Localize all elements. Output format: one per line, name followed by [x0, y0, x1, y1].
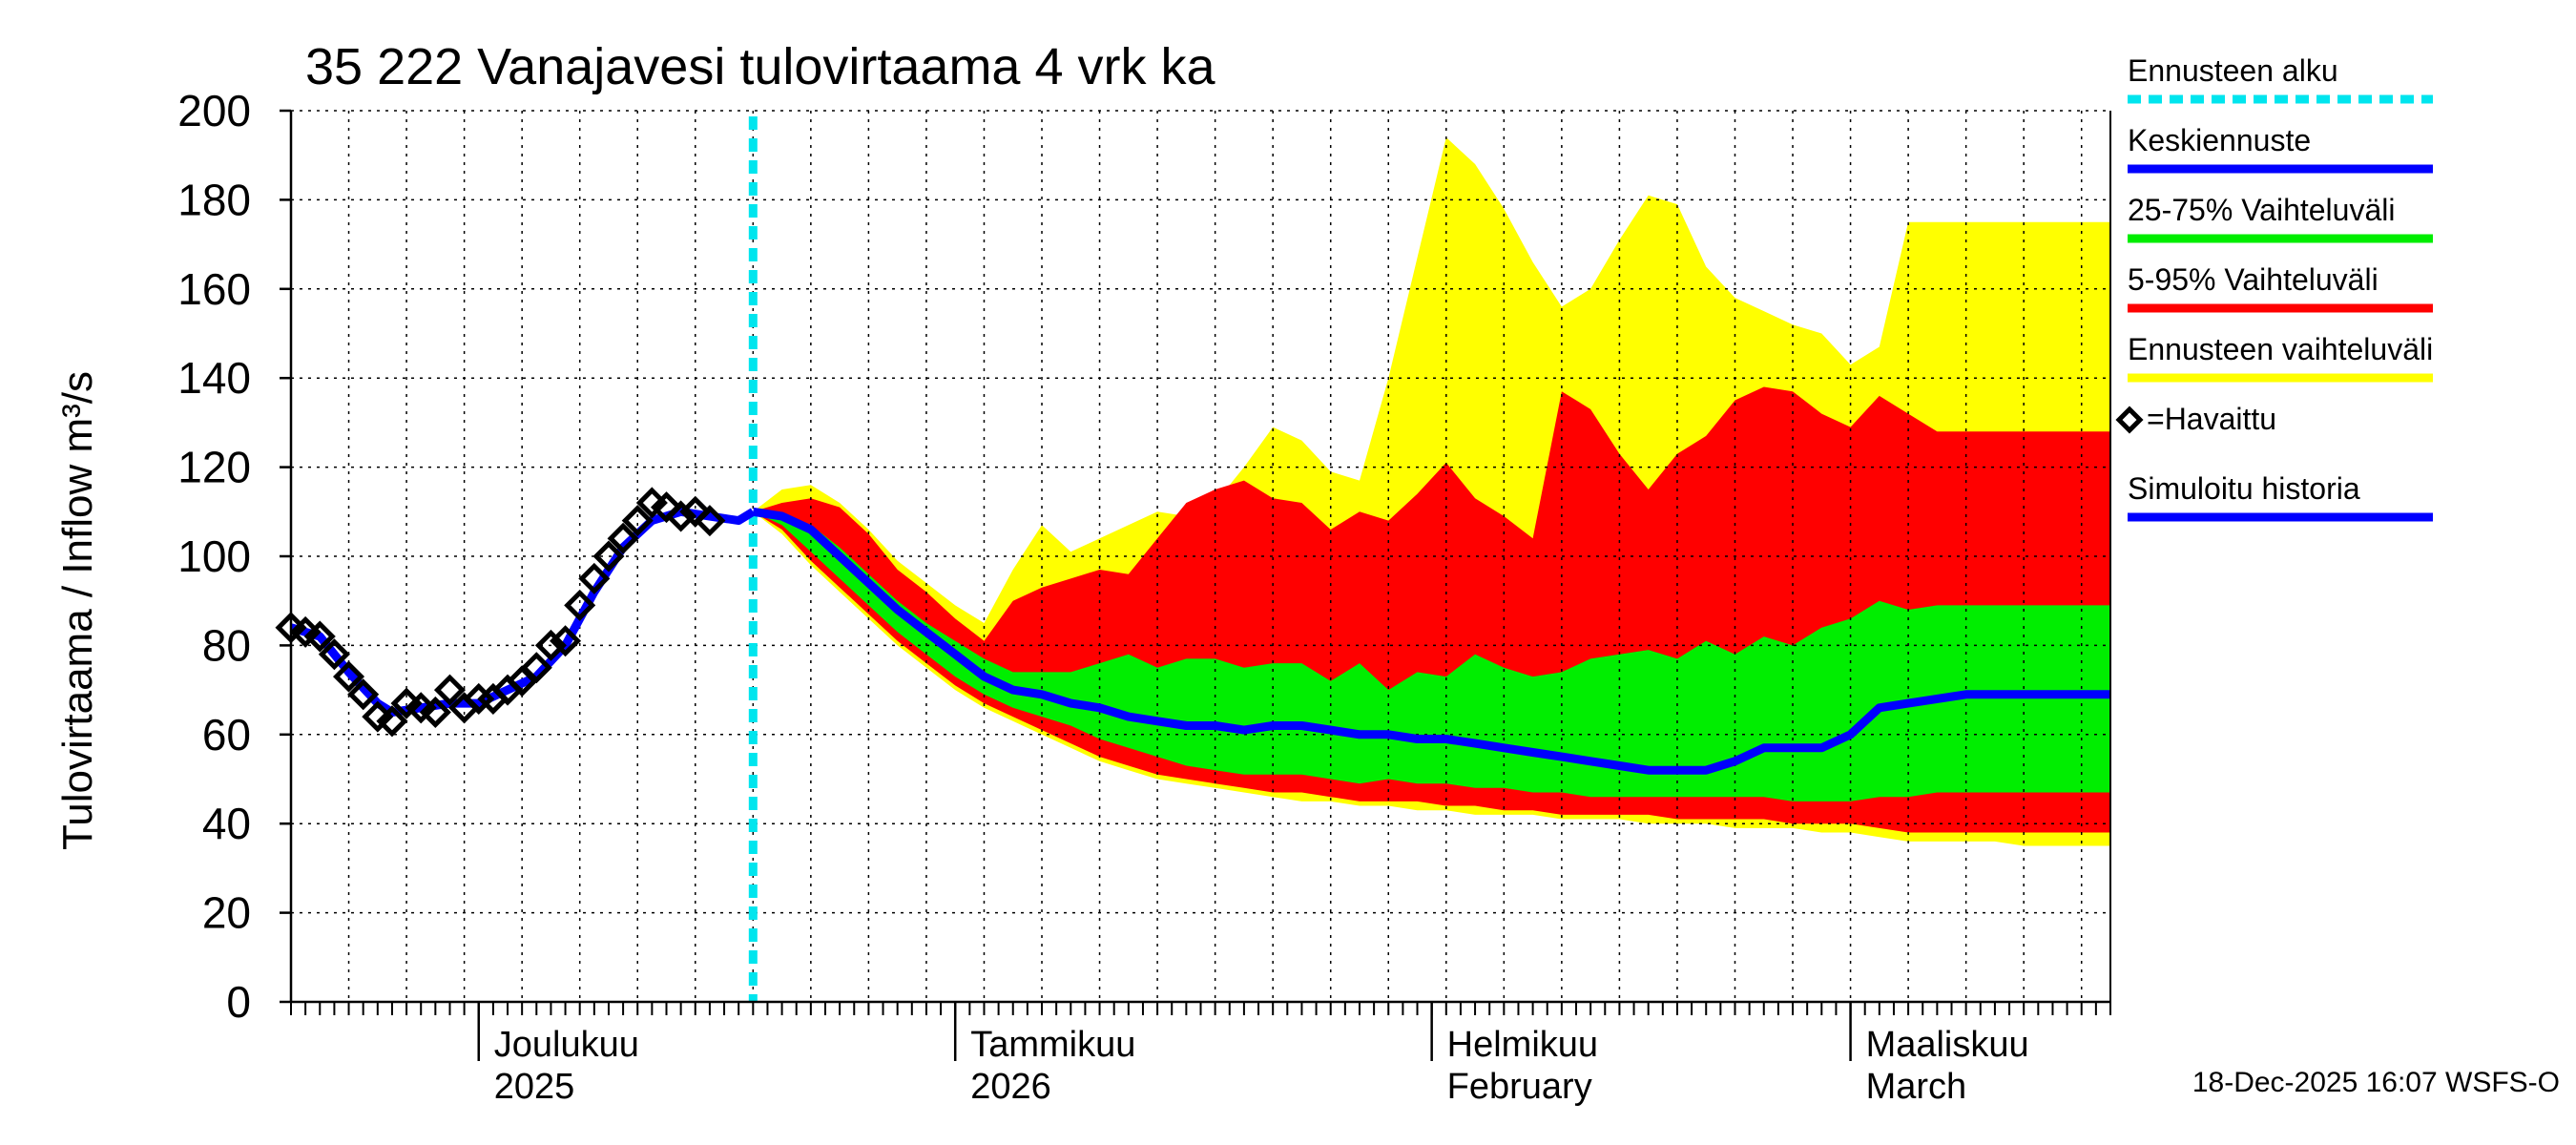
- observed-point: [592, 540, 625, 572]
- y-tick-label: 120: [177, 443, 251, 492]
- observed-point: [621, 505, 654, 537]
- legend-label: Ennusteen vaihteluväli: [2128, 332, 2433, 366]
- y-tick-label: 60: [202, 710, 251, 760]
- observed-point: [318, 638, 350, 671]
- observed-point: [534, 629, 567, 661]
- month-label: Maaliskuu: [1866, 1025, 2029, 1065]
- legend-label: Keskiennuste: [2128, 123, 2311, 157]
- y-tick-label: 100: [177, 531, 251, 581]
- y-tick-label: 180: [177, 175, 251, 224]
- month-sublabel: 2025: [494, 1067, 575, 1107]
- legend-label: =Havaittu: [2147, 402, 2276, 436]
- y-tick-label: 140: [177, 353, 251, 403]
- observed-point: [433, 674, 467, 706]
- forecast-bands: [753, 137, 2110, 846]
- y-tick-label: 40: [202, 799, 251, 848]
- legend-label: 25-75% Vaihteluväli: [2128, 193, 2395, 227]
- y-tick-label: 200: [177, 86, 251, 135]
- observed-point: [303, 620, 336, 653]
- observed-point: [520, 652, 552, 684]
- series-lines: [275, 116, 2110, 1002]
- legend-label: Simuloitu historia: [2128, 471, 2360, 506]
- y-axis-label: Tulovirtaama / Inflow m³/s: [54, 371, 101, 850]
- observed-point: [333, 660, 365, 693]
- observed-point: [564, 589, 596, 621]
- legend-swatch-observed: [2115, 406, 2144, 434]
- median-forecast-line: [752, 507, 2110, 775]
- month-label: Tammikuu: [970, 1025, 1135, 1065]
- chart-title: 35 222 Vanajavesi tulovirtaama 4 vrk ka: [305, 38, 1215, 95]
- observed-point: [650, 491, 683, 524]
- observed-point: [665, 500, 697, 532]
- observed-point: [347, 678, 380, 711]
- observed-point: [419, 696, 451, 728]
- month-label: Joulukuu: [494, 1025, 639, 1065]
- y-tick-label: 0: [226, 977, 251, 1027]
- y-tick-label: 20: [202, 888, 251, 938]
- footer-timestamp: 18-Dec-2025 16:07 WSFS-O: [2192, 1067, 2560, 1098]
- month-label: Helmikuu: [1447, 1025, 1598, 1065]
- band-25-75: [753, 511, 2110, 802]
- observed-point: [578, 562, 611, 594]
- observed-point: [550, 625, 582, 657]
- month-sublabel: February: [1447, 1067, 1592, 1107]
- legend: Ennusteen alku Keskiennuste 25-75% Vaihtel…: [2115, 53, 2433, 522]
- observed-point: [679, 495, 712, 528]
- legend-label: 5-95% Vaihteluväli: [2128, 262, 2379, 297]
- month-sublabel: March: [1866, 1067, 1967, 1107]
- observed-point: [376, 705, 408, 738]
- observed-point: [694, 505, 726, 537]
- y-tick-label: 80: [202, 620, 251, 670]
- y-tick-label: 160: [177, 264, 251, 314]
- month-sublabel: 2026: [970, 1067, 1051, 1107]
- legend-label: Ennusteen alku: [2128, 53, 2338, 88]
- observed-point: [607, 522, 639, 554]
